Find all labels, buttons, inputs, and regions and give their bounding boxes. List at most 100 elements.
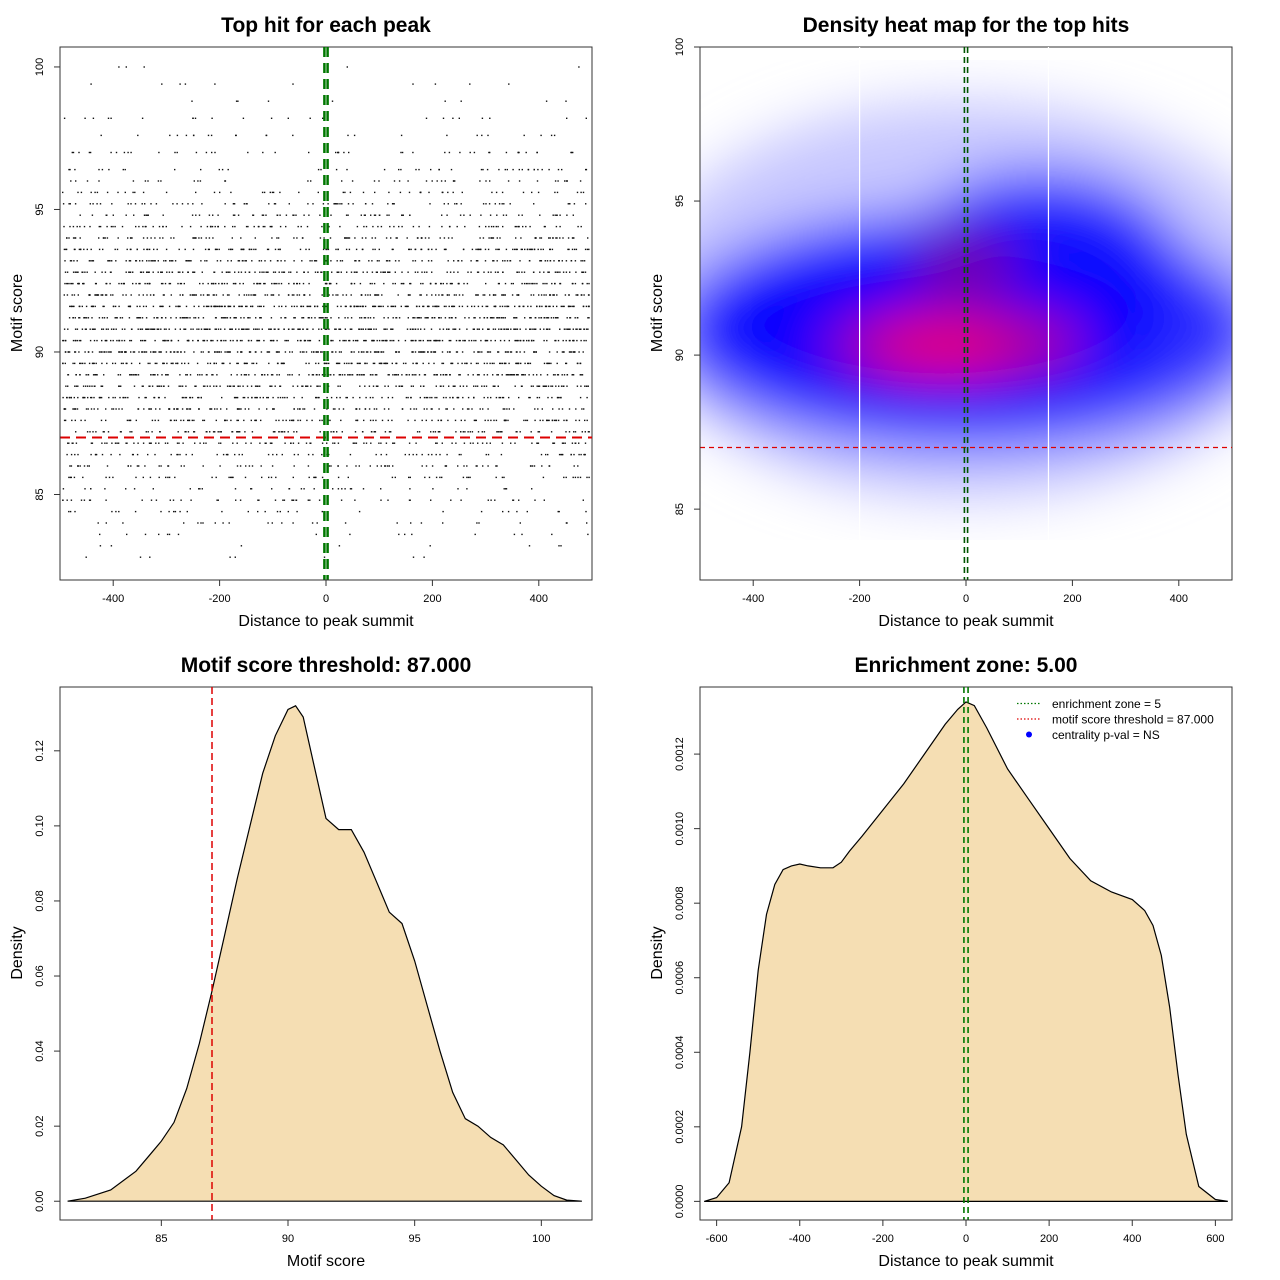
scatter-point: [252, 294, 254, 296]
scatter-point: [307, 499, 309, 501]
scatter-point: [440, 317, 442, 319]
scatter-point: [450, 339, 452, 342]
scatter-point: [438, 408, 440, 410]
scatter-point: [179, 317, 181, 319]
scatter-point: [548, 168, 550, 171]
scatter-point: [184, 431, 186, 433]
scatter-point: [306, 419, 308, 422]
scatter-point: [449, 271, 452, 273]
scatter-point: [587, 237, 589, 239]
scatter-point: [142, 294, 144, 296]
scatter-point: [490, 225, 493, 228]
scatter-point: [267, 453, 270, 456]
scatter-point: [183, 328, 185, 330]
scatter-point: [144, 351, 146, 353]
scatter-point: [93, 396, 95, 399]
scatter-point: [253, 225, 255, 228]
scatter-point: [410, 385, 413, 387]
scatter-point: [73, 476, 76, 479]
scatter-point: [535, 237, 537, 239]
scatter-point: [260, 465, 262, 467]
scatter-point: [323, 556, 326, 558]
scatter-point: [510, 328, 512, 330]
scatter-point: [111, 408, 113, 410]
scatter-point: [496, 317, 498, 319]
scatter-point: [224, 419, 226, 422]
scatter-point: [133, 385, 136, 387]
scatter-point: [281, 453, 283, 456]
scatter-point: [75, 180, 77, 182]
scatter-point: [506, 328, 508, 330]
scatter-point: [187, 419, 189, 422]
scatter-point: [222, 522, 224, 524]
scatter-point: [562, 453, 564, 456]
scatter-point: [374, 305, 377, 308]
scatter-point: [440, 374, 442, 376]
scatter-point: [334, 203, 337, 205]
scatter-point: [244, 476, 247, 479]
scatter-point: [185, 305, 188, 308]
scatter-point: [199, 180, 202, 182]
scatter-point: [332, 408, 335, 410]
score-density-x-label: Motif score: [287, 1253, 365, 1270]
scatter-point: [385, 442, 388, 444]
scatter-point: [292, 214, 294, 216]
scatter-point: [67, 374, 70, 376]
scatter-point: [431, 419, 433, 422]
scatter-point: [408, 453, 410, 456]
scatter-point: [346, 362, 348, 365]
scatter-point: [552, 374, 555, 376]
scatter-point: [328, 362, 330, 365]
scatter-point: [360, 214, 362, 216]
scatter-point: [562, 271, 565, 273]
scatter-point: [362, 191, 365, 194]
scatter-point: [250, 294, 252, 296]
scatter-point: [372, 225, 374, 228]
scatter-point: [99, 203, 102, 205]
scatter-point: [181, 203, 184, 205]
scatter-point: [433, 374, 435, 376]
scatter-point: [339, 328, 341, 330]
scatter-point: [293, 294, 295, 296]
scatter-point: [216, 408, 218, 410]
scatter-point: [448, 151, 451, 154]
scatter-point: [314, 476, 316, 479]
scatter-point: [207, 134, 210, 137]
scatter-point: [516, 351, 518, 353]
scatter-point: [107, 328, 109, 330]
scatter-point: [91, 396, 93, 399]
scatter-point: [452, 180, 455, 182]
scatter-point: [407, 271, 409, 273]
scatter-point: [313, 476, 315, 479]
scatter-point: [282, 419, 284, 422]
scatter-point: [242, 396, 244, 399]
scatter-point: [236, 431, 239, 433]
scatter-point: [148, 248, 151, 251]
scatter-point: [391, 396, 394, 399]
scatter-point: [68, 476, 70, 479]
scatter-point: [296, 237, 298, 239]
scatter-point: [180, 499, 182, 501]
scatter-point: [248, 328, 250, 330]
scatter-point: [412, 556, 415, 558]
scatter-point: [79, 305, 81, 308]
scatter-point: [174, 168, 176, 171]
scatter-point: [79, 214, 81, 216]
scatter-point: [288, 271, 290, 273]
scatter-point: [285, 225, 287, 228]
scatter-point: [466, 488, 468, 490]
scatter-point: [289, 374, 291, 376]
scatter-point: [394, 305, 397, 308]
scatter-point: [181, 362, 183, 365]
scatter-title: Top hit for each peak: [221, 14, 431, 37]
scatter-point: [463, 248, 465, 251]
scatter-point: [85, 385, 87, 387]
scatter-point: [412, 225, 415, 228]
scatter-point: [163, 362, 165, 365]
scatter-point: [292, 476, 294, 479]
scatter-point: [88, 499, 91, 501]
scatter-point: [181, 225, 183, 228]
scatter-point: [503, 203, 505, 205]
scatter-point: [536, 396, 538, 399]
scatter-point: [467, 374, 469, 376]
